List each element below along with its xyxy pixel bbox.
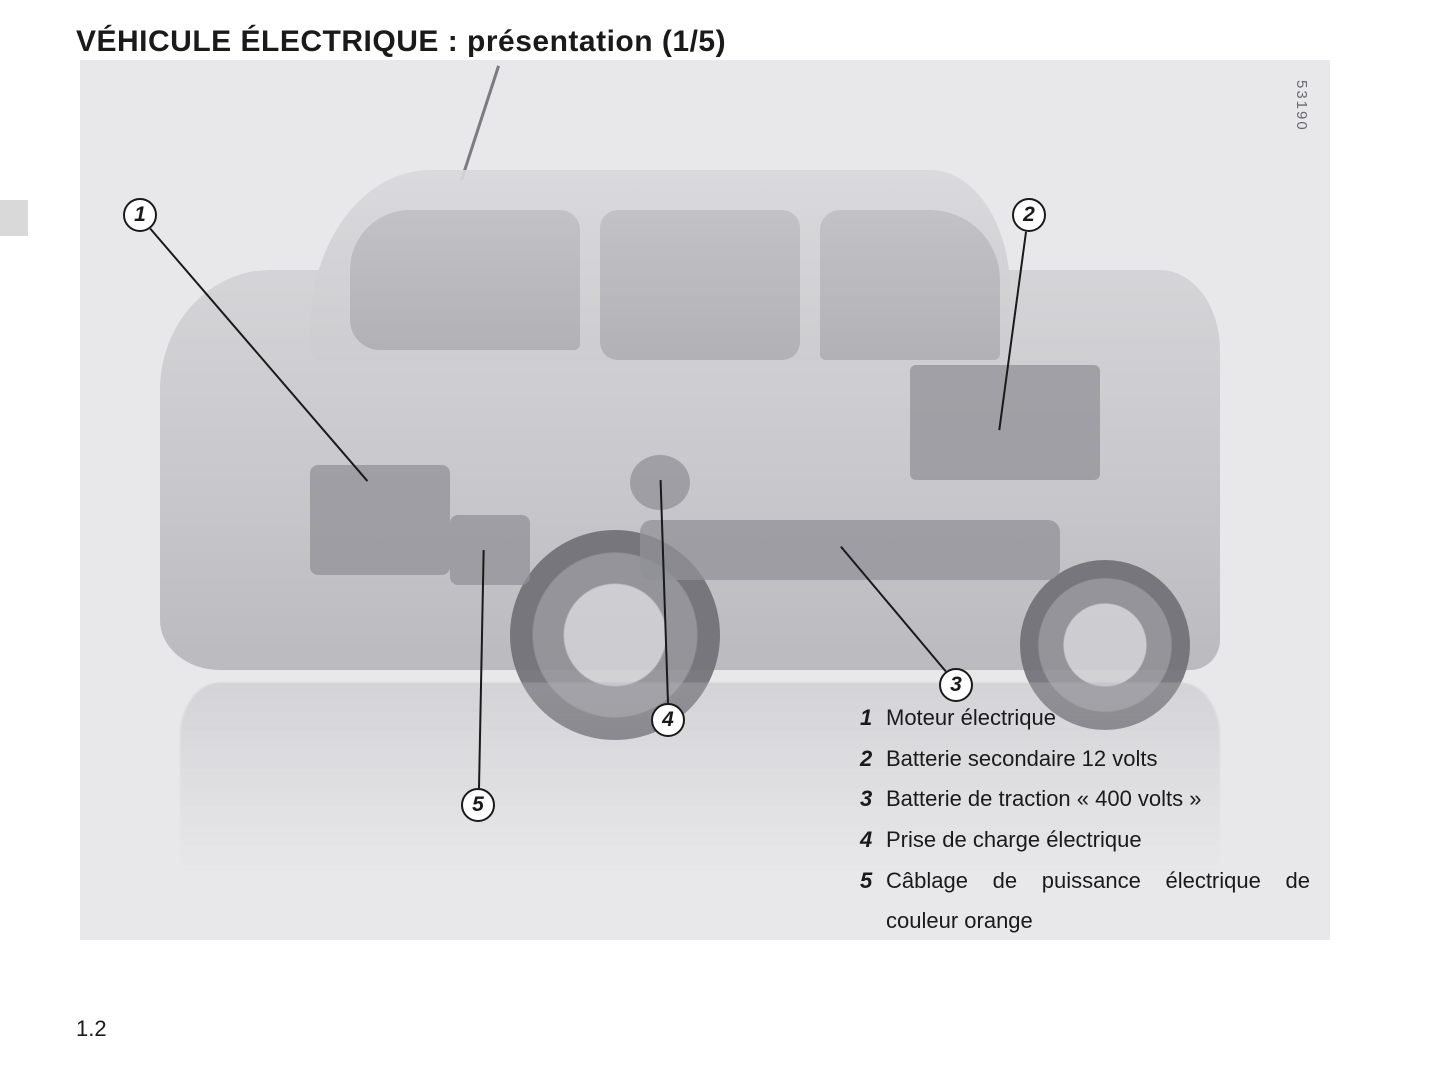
car-antenna-icon: [460, 65, 500, 180]
legend-text: Batterie secondaire 12 volts: [886, 739, 1158, 780]
car-window-rear: [350, 210, 580, 350]
callout-3: 3: [939, 668, 973, 702]
legend-number: 5: [860, 861, 878, 902]
legend-number: 2: [860, 739, 878, 780]
car-window-front: [820, 210, 1000, 360]
car-window-mid: [600, 210, 800, 360]
component-wiring: [450, 515, 530, 585]
page-edge-tab: [0, 200, 28, 236]
legend-item: 1 Moteur électrique: [860, 698, 1310, 739]
page-title: VÉHICULE ÉLECTRIQUE : présentation (1/5): [76, 25, 726, 59]
legend-text: Prise de charge électrique: [886, 820, 1142, 861]
legend: 1 Moteur électrique 2 Batterie secondair…: [860, 698, 1310, 942]
legend-item: 2 Batterie secondaire 12 volts: [860, 739, 1310, 780]
reference-code: 53190: [1293, 80, 1310, 132]
vehicle-diagram: 53190 12345 1 Moteur électrique 2 Batter…: [80, 60, 1330, 940]
legend-number: 4: [860, 820, 878, 861]
legend-number: 1: [860, 698, 878, 739]
legend-text: Batterie de traction « 400 volts »: [886, 779, 1202, 820]
component-traction-battery: [640, 520, 1060, 580]
callout-2: 2: [1012, 198, 1046, 232]
legend-number: 3: [860, 779, 878, 820]
component-motor: [310, 465, 450, 575]
callout-4: 4: [651, 703, 685, 737]
callout-5: 5: [461, 788, 495, 822]
callout-1: 1: [123, 198, 157, 232]
legend-item: 4 Prise de charge électrique: [860, 820, 1310, 861]
legend-text: Câblage de puissance électrique de coule…: [886, 861, 1310, 942]
page-number: 1.2: [76, 1016, 107, 1042]
legend-text: Moteur électrique: [886, 698, 1056, 739]
legend-item: 3 Batterie de traction « 400 volts »: [860, 779, 1310, 820]
legend-item: 5 Câblage de puissance électrique de cou…: [860, 861, 1310, 942]
